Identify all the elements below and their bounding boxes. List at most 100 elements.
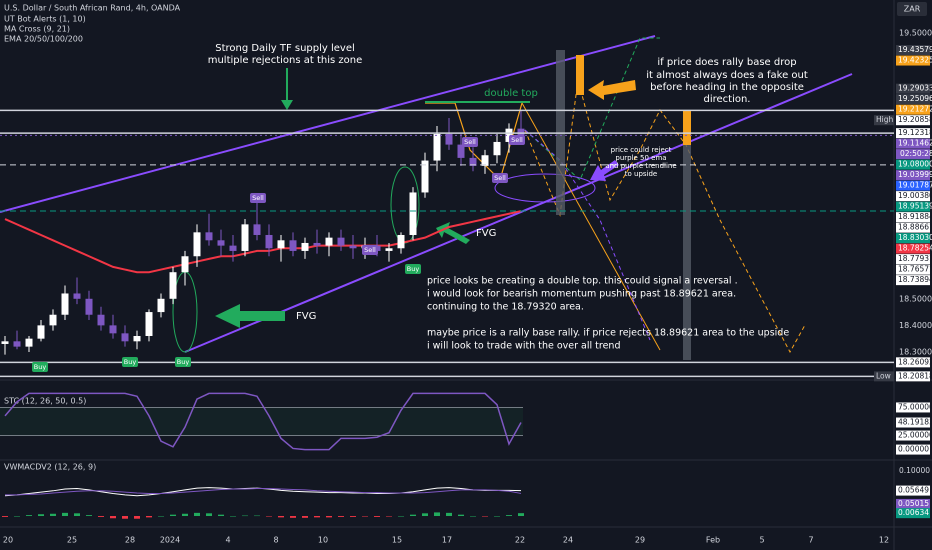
histogram-bar: [230, 516, 236, 517]
annotation: multiple rejections at this zone: [208, 55, 363, 66]
price-label: 18.73894: [898, 275, 932, 284]
box: [683, 110, 691, 145]
y-tick-label: 75.00000: [898, 402, 932, 411]
candle-body: [217, 240, 225, 246]
stc-band: [0, 407, 523, 436]
histogram-bar: [314, 516, 320, 518]
signal-label: Sell: [364, 246, 376, 254]
annotation: Strong Daily TF supply level: [215, 43, 355, 54]
price-label-box: [896, 264, 930, 275]
price-label: 19.12318: [898, 128, 932, 137]
candle-body: [37, 325, 45, 339]
tick-box: [896, 402, 930, 413]
annotation: i would look for bearish momentum pushin…: [427, 289, 736, 300]
histogram-bar: [326, 516, 332, 518]
candle-body: [109, 325, 117, 334]
histogram-bar: [26, 515, 32, 517]
price-label: 18.20818: [898, 371, 932, 380]
candle-body: [421, 160, 429, 193]
histogram-bar: [506, 515, 512, 517]
candle-body: [481, 155, 489, 166]
candle-body: [313, 242, 321, 246]
countdown: 02:50:28: [900, 149, 932, 158]
currency-box[interactable]: [897, 2, 927, 16]
annotation: FVG: [476, 228, 496, 239]
indicator-label: EMA 20/50/100/200: [4, 35, 83, 44]
price-label: 18.88661: [898, 223, 932, 232]
price-label: 19.00380: [898, 191, 932, 200]
price-label: 19.42325: [898, 56, 932, 65]
x-tick-label: 4: [225, 536, 230, 545]
tick-box: [896, 430, 930, 441]
price-label: 18.77931: [898, 254, 932, 263]
indicator-label: MA Cross (9, 21): [4, 25, 70, 34]
x-tick-label: 2024: [160, 536, 180, 545]
price-label: 18.91884: [898, 212, 932, 221]
histogram-bar: [2, 516, 8, 517]
box: [576, 55, 584, 95]
histogram-bar: [62, 512, 68, 517]
projection: [521, 102, 661, 351]
candle-body: [229, 245, 237, 251]
price-label-box: [896, 275, 930, 286]
value-box: [896, 508, 930, 519]
histogram-bar: [206, 513, 212, 517]
current-box: [896, 417, 930, 428]
candle-body: [193, 232, 201, 257]
stc-line: [4, 392, 522, 451]
currency[interactable]: ZAR: [904, 5, 921, 14]
candle-body: [253, 224, 261, 235]
signal-label: Sell: [494, 174, 506, 182]
projection: [524, 37, 660, 181]
price-label-box: [896, 55, 930, 66]
annotation: i will look to trade with the over all t…: [427, 341, 620, 352]
candle-body: [121, 333, 129, 342]
price-tag: Low: [876, 371, 891, 380]
price-label-box: [896, 201, 930, 212]
candle-body: [445, 133, 453, 145]
price-label-box: [896, 254, 930, 265]
x-tick-label: 29: [635, 536, 645, 545]
signal-box: [175, 357, 191, 367]
x-tick-label: 20: [3, 536, 13, 545]
x-tick-label: 8: [273, 536, 278, 545]
ema-ellipse: [494, 173, 596, 203]
histogram-bar: [290, 516, 296, 518]
signal-label: Buy: [407, 265, 420, 273]
signal-label: Buy: [177, 358, 190, 366]
signal-box: [250, 193, 266, 203]
arrow: [436, 222, 470, 244]
price-label-box: [896, 115, 930, 126]
histogram-bar: [158, 516, 164, 517]
value-box: [896, 498, 930, 509]
x-tick-label: 22: [515, 536, 525, 545]
histogram-bar: [338, 516, 344, 517]
x-tick-label: 24: [563, 536, 573, 545]
candle-body: [493, 141, 501, 156]
price-label: 18.83030: [898, 233, 932, 242]
annotation: FVG: [296, 311, 316, 322]
symbol-title: U.S. Dollar / South African Rand, 4h, OA…: [4, 4, 181, 13]
price-label: 18.78254: [898, 244, 932, 253]
x-tick-label: 10: [318, 536, 328, 545]
histogram-bar: [458, 514, 464, 517]
histogram-bar: [98, 516, 104, 517]
signal-label: Buy: [124, 358, 137, 366]
candle-body: [325, 237, 333, 246]
ema-line: [4, 210, 522, 274]
histogram-bar: [482, 516, 488, 517]
stc-title: STC (12, 26, 50, 0.5): [4, 397, 86, 406]
candle-body: [169, 272, 177, 299]
annotation: before heading in the opposite: [650, 82, 804, 93]
histogram-bar: [50, 513, 56, 517]
channel-line: [0, 35, 656, 213]
arrow: [215, 304, 285, 328]
histogram-bar: [146, 516, 152, 518]
x-tick-label: 28: [125, 536, 135, 545]
signal-box: [462, 137, 478, 147]
projection: [524, 129, 651, 341]
value-box: [896, 485, 930, 496]
price-label-box: [896, 83, 930, 94]
